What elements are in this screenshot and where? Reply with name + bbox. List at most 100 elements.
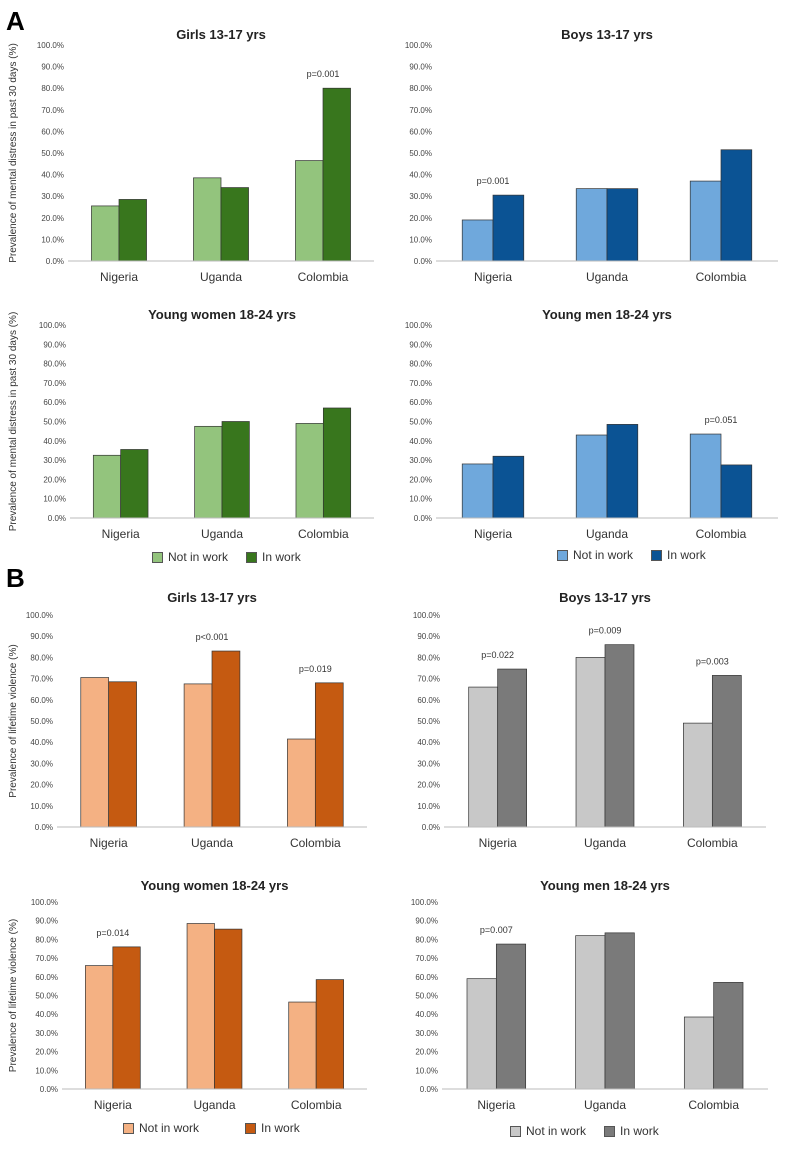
chart-a-girls: Girls 13-17 yrs 0.0% 10.0% 20.0% 30.0% 40.0% 5… <box>0 22 392 292</box>
x-category-label: Colombia <box>688 1098 739 1112</box>
x-category-label: Nigeria <box>100 270 138 284</box>
bar-uganda-not-in-work <box>183 683 213 828</box>
legend-item-not-in-work: Not in work <box>557 548 633 562</box>
y-tick-label: 40.0% <box>409 437 432 446</box>
legend-item-in-work: In work <box>651 548 706 562</box>
y-tick-label: 30.0% <box>409 192 432 201</box>
y-tick-label: 60.0% <box>30 696 53 705</box>
y-tick-label: 70.0% <box>417 675 440 684</box>
bar-uganda-in-work <box>604 932 635 1090</box>
p-value-annotation: p=0.014 <box>96 928 129 938</box>
y-tick-label: 0.0% <box>420 1085 438 1094</box>
y-tick-label: 100.0% <box>31 898 58 907</box>
y-tick-label: 20.0% <box>41 214 64 223</box>
bar-colombia-not-in-work <box>689 180 722 262</box>
chart-svg: Young women 18-24 yrs 0.0% 10.0% 20.0% 30.0%… <box>8 307 374 541</box>
bar-uganda-in-work <box>220 187 249 262</box>
legend-swatch-dark <box>604 1125 616 1137</box>
chart-b-girls: Girls 13-17 yrs 0.0% 10.0% 20.0% 30.0% 40.0% 5… <box>0 585 392 855</box>
x-category-label: Uganda <box>193 1098 235 1112</box>
chart-title: Boys 13-17 yrs <box>559 590 651 605</box>
y-tick-label: 90.0% <box>415 917 438 926</box>
y-tick-label: 100.0% <box>405 41 432 50</box>
y-axis-label: Prevalence of mental distress in past 30… <box>8 43 19 263</box>
bar-uganda-not-in-work <box>186 923 215 1090</box>
y-tick-label: 80.0% <box>43 360 66 369</box>
x-category-label: Uganda <box>584 836 626 850</box>
y-tick-label: 50.0% <box>409 149 432 158</box>
x-category-label: Uganda <box>584 1098 626 1112</box>
y-tick-label: 10.0% <box>30 802 53 811</box>
bar-uganda-in-work <box>214 928 243 1090</box>
x-category-label: Nigeria <box>479 836 517 850</box>
y-tick-label: 0.0% <box>414 257 432 266</box>
y-tick-label: 60.0% <box>35 973 58 982</box>
y-tick-label: 90.0% <box>43 340 66 349</box>
y-tick-label: 60.0% <box>43 398 66 407</box>
legend-label: Not in work <box>573 548 634 562</box>
legend-gray: Not in work In work <box>510 1124 659 1138</box>
p-value-annotation: p=0.009 <box>589 626 622 636</box>
y-tick-label: 80.0% <box>30 653 53 662</box>
p-value-annotation: p<0.001 <box>196 632 229 642</box>
y-tick-label: 30.0% <box>409 456 432 465</box>
y-tick-label: 50.0% <box>43 418 66 427</box>
x-category-label: Colombia <box>696 270 747 284</box>
p-value-annotation: p=0.022 <box>481 650 514 660</box>
x-category-label: Colombia <box>290 836 341 850</box>
legend-label: In work <box>262 550 301 564</box>
section-label-a: A <box>6 6 25 36</box>
y-tick-label: 10.0% <box>417 802 440 811</box>
chart-svg: Young men 18-24 yrs 0.0% 10.0% 20.0% 30.0% 40… <box>411 878 768 1112</box>
bar-colombia-in-work <box>322 87 351 262</box>
bar-nigeria-not-in-work <box>92 454 122 519</box>
bar-uganda-not-in-work <box>575 935 606 1090</box>
y-tick-label: 90.0% <box>30 632 53 641</box>
chart-svg: Boys 13-17 yrs 0.0% 10.0% 20.0% 30.0% 40.0% 50… <box>413 590 766 850</box>
legend-label: Not in work <box>139 1121 200 1135</box>
legend-item-in-work: In work <box>246 550 301 564</box>
legend-orange: Not in work In work <box>123 1121 300 1135</box>
bar-colombia-not-in-work <box>295 423 324 519</box>
legend-item-not-in-work: Not in work <box>510 1124 586 1138</box>
bar-nigeria-in-work <box>108 681 137 828</box>
chart-svg: Girls 13-17 yrs 0.0% 10.0% 20.0% 30.0% 40.0% 5… <box>8 27 374 284</box>
bar-colombia-not-in-work <box>295 160 324 262</box>
chart-b-boys: Boys 13-17 yrs 0.0% 10.0% 20.0% 30.0% 40.0% 50… <box>398 585 796 855</box>
legend-swatch-dark <box>651 549 663 561</box>
chart-title: Young women 18-24 yrs <box>148 307 296 322</box>
x-category-label: Nigeria <box>477 1098 515 1112</box>
chart-b-men: Young men 18-24 yrs 0.0% 10.0% 20.0% 30.0% 40… <box>398 873 796 1119</box>
y-tick-label: 60.0% <box>415 973 438 982</box>
p-value-annotation: p=0.019 <box>299 664 332 674</box>
y-tick-label: 60.0% <box>409 127 432 136</box>
bar-nigeria-not-in-work <box>466 978 497 1090</box>
x-category-label: Colombia <box>291 1098 342 1112</box>
x-category-label: Uganda <box>200 270 242 284</box>
chart-title: Girls 13-17 yrs <box>176 27 266 42</box>
bar-nigeria-in-work <box>112 946 141 1090</box>
y-tick-label: 10.0% <box>41 235 64 244</box>
y-tick-label: 70.0% <box>30 675 53 684</box>
chart-title: Girls 13-17 yrs <box>167 590 257 605</box>
y-tick-label: 100.0% <box>411 898 438 907</box>
y-tick-label: 10.0% <box>43 495 66 504</box>
legend-label: In work <box>667 548 706 562</box>
y-tick-label: 40.0% <box>417 738 440 747</box>
y-tick-label: 80.0% <box>35 935 58 944</box>
legend-green: Not in work In work <box>152 550 301 564</box>
y-tick-label: 30.0% <box>43 456 66 465</box>
y-tick-label: 70.0% <box>41 106 64 115</box>
y-tick-label: 80.0% <box>409 360 432 369</box>
y-tick-label: 60.0% <box>417 696 440 705</box>
chart-title: Young women 18-24 yrs <box>141 878 289 893</box>
y-tick-label: 0.0% <box>414 514 432 523</box>
y-tick-label: 100.0% <box>39 321 66 330</box>
chart-svg: Young men 18-24 yrs 0.0% 10.0% 20.0% 30.0% 40… <box>405 307 778 541</box>
y-tick-label: 60.0% <box>41 127 64 136</box>
bar-colombia-in-work <box>314 682 344 828</box>
bar-uganda-in-work <box>604 644 635 828</box>
y-tick-label: 80.0% <box>41 84 64 93</box>
bar-colombia-not-in-work <box>288 1001 317 1090</box>
y-tick-label: 10.0% <box>409 495 432 504</box>
